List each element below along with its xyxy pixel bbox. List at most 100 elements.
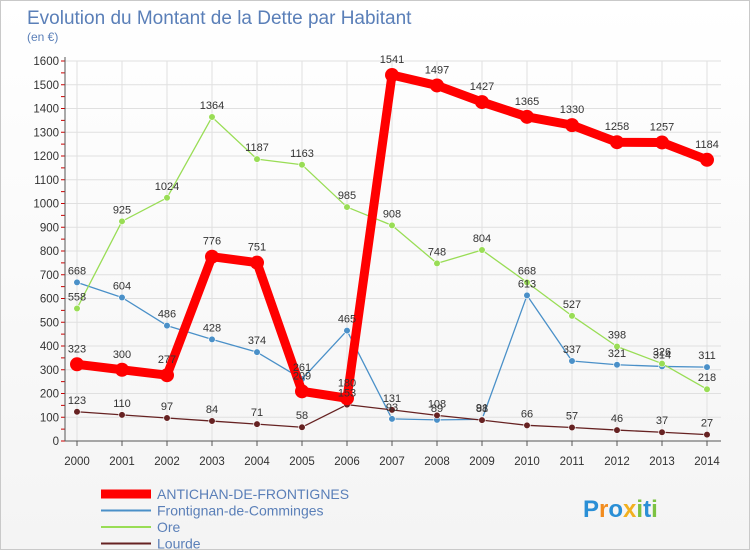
x-tick-label: 2002 — [154, 456, 180, 468]
data-point — [569, 358, 576, 365]
data-label: 604 — [113, 281, 131, 293]
x-tick-label: 2003 — [199, 456, 225, 468]
data-label: 1257 — [650, 121, 674, 133]
data-label: 1365 — [515, 96, 539, 108]
data-point — [209, 418, 216, 425]
x-tick-label: 2011 — [560, 456, 585, 468]
y-tick-label: 700 — [40, 270, 59, 282]
proxiti-logo: Proxiti — [583, 496, 658, 523]
data-point — [614, 427, 621, 434]
data-point — [209, 336, 216, 343]
data-label: 37 — [656, 415, 668, 427]
data-point — [434, 260, 441, 267]
data-point — [475, 95, 489, 109]
data-point — [344, 204, 351, 211]
data-point — [524, 292, 531, 299]
data-point — [299, 161, 306, 168]
legend: ANTICHAN-DE-FRONTIGNESFrontignan-de-Comm… — [101, 486, 349, 551]
data-point — [569, 313, 576, 320]
data-label: 218 — [698, 372, 716, 384]
data-point — [655, 135, 669, 149]
data-label: 465 — [338, 314, 356, 326]
data-point — [479, 247, 486, 254]
data-point — [614, 361, 621, 368]
logo-letter: o — [608, 496, 623, 523]
data-point — [520, 110, 534, 124]
grid — [65, 61, 721, 441]
y-tick-label: 1300 — [33, 127, 59, 139]
data-point — [119, 412, 126, 419]
data-label: 1497 — [425, 64, 449, 76]
data-label: 27 — [701, 418, 713, 430]
data-point — [115, 363, 129, 377]
data-point — [74, 279, 81, 286]
logo-wordmark: Proxiti — [583, 496, 658, 523]
data-label: 398 — [608, 329, 626, 341]
data-label: 613 — [518, 278, 536, 290]
data-label: 84 — [206, 404, 218, 416]
data-point — [389, 222, 396, 229]
y-tick-label: 500 — [40, 317, 59, 329]
x-tick-label: 2006 — [334, 456, 360, 468]
data-point — [565, 118, 579, 132]
data-point — [610, 135, 624, 149]
legend-label: Ore — [157, 519, 181, 535]
data-label: 776 — [203, 236, 221, 248]
legend-label: Lourde — [157, 536, 201, 551]
data-point — [250, 256, 264, 270]
data-label: 1258 — [605, 121, 629, 133]
data-point — [389, 416, 396, 423]
data-point — [254, 349, 261, 356]
data-label: 277 — [158, 354, 176, 366]
x-tick-label: 2007 — [379, 456, 405, 468]
data-label: 1024 — [155, 181, 179, 193]
data-label: 1427 — [470, 81, 494, 93]
data-label: 337 — [563, 344, 581, 356]
x-tick-label: 2012 — [604, 456, 630, 468]
data-point — [659, 429, 666, 436]
legend-label: ANTICHAN-DE-FRONTIGNES — [157, 486, 349, 502]
logo-letter: P — [583, 496, 599, 523]
y-tick-label: 1500 — [33, 80, 59, 92]
x-tick-label: 2009 — [469, 456, 495, 468]
data-label: 58 — [296, 410, 308, 422]
data-point — [704, 431, 711, 438]
x-tick-label: 2010 — [514, 456, 540, 468]
data-point — [385, 68, 399, 82]
data-point — [299, 424, 306, 431]
data-label: 804 — [473, 233, 491, 245]
data-label: 428 — [203, 322, 221, 334]
data-point — [164, 415, 171, 422]
data-point — [119, 294, 126, 301]
data-point — [254, 156, 261, 163]
data-point — [704, 386, 711, 393]
data-label: 1184 — [695, 139, 719, 151]
data-label: 668 — [68, 265, 86, 277]
data-label: 110 — [113, 398, 131, 410]
data-point — [569, 424, 576, 431]
logo-letter: i — [636, 496, 643, 523]
y-tick-label: 1000 — [33, 199, 59, 211]
data-label: 123 — [68, 395, 86, 407]
data-label: 751 — [248, 242, 266, 254]
chart-title: Evolution du Montant de la Dette par Hab… — [27, 8, 412, 29]
data-label: 1541 — [380, 54, 404, 66]
logo-letter: r — [599, 496, 608, 523]
data-point — [254, 421, 261, 428]
x-tick-label: 2000 — [64, 456, 90, 468]
data-label: 108 — [428, 398, 446, 410]
data-point — [209, 114, 216, 121]
data-label: 374 — [248, 335, 266, 347]
data-label: 985 — [338, 190, 356, 202]
data-label: 908 — [383, 208, 401, 220]
data-label: 326 — [653, 347, 671, 359]
data-label: 748 — [428, 246, 446, 258]
data-label: 153 — [338, 388, 356, 400]
data-label: 1163 — [290, 148, 314, 160]
legend-label: Frontignan-de-Comminges — [157, 503, 324, 519]
logo-letter: x — [623, 496, 637, 523]
data-label: 66 — [521, 408, 533, 420]
y-tick-label: 100 — [40, 412, 59, 424]
data-point — [119, 218, 126, 225]
